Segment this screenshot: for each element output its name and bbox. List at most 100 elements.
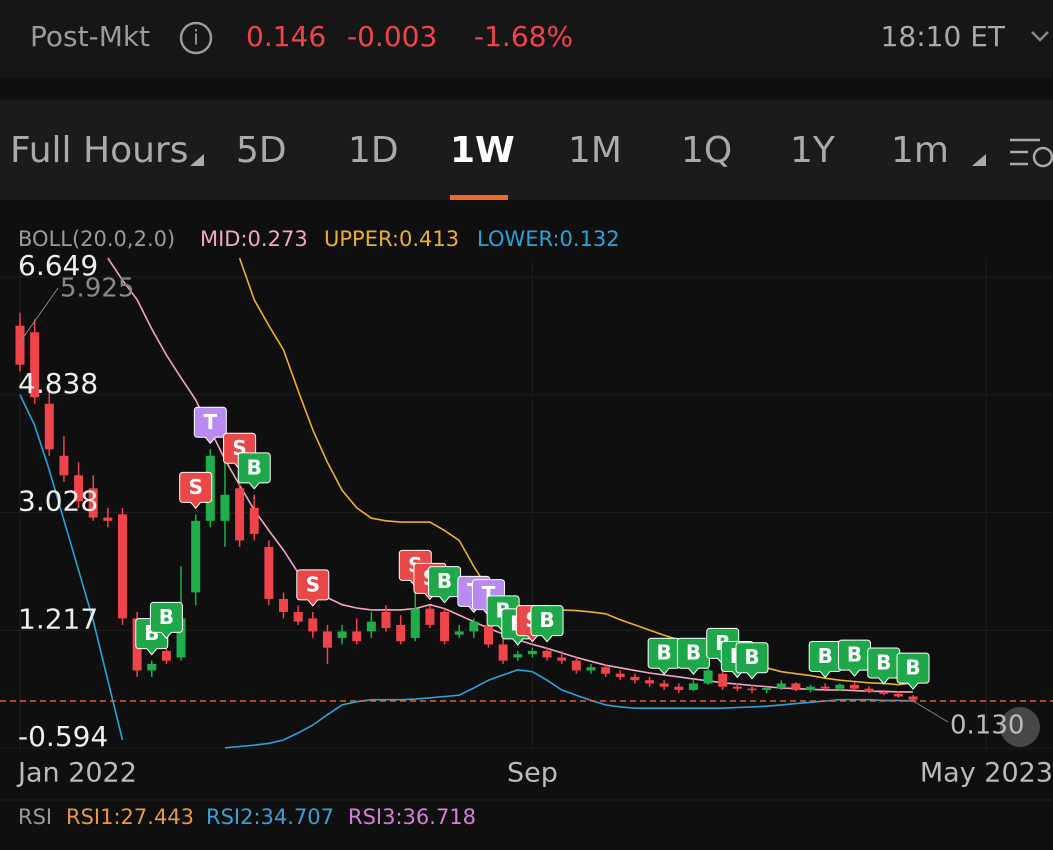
tab-underline [450,195,508,200]
signal-badge[interactable] [149,601,183,640]
candle-body [235,488,245,541]
y-tick-label: 4.838 [18,367,98,400]
high-label: 5.925 [60,274,134,304]
candle-body [337,631,347,638]
tab[interactable]: 1M [568,130,622,171]
candle-body [806,686,816,690]
candle-body [30,332,40,398]
dropdown-triangle [972,154,986,166]
tabs: Full Hours 5D 1D 1W 1M 1Q 1Y 1m [10,130,986,200]
tab[interactable]: 1W [450,130,515,171]
signal-badge[interactable] [237,452,271,490]
candle-body [410,608,420,638]
band-line [19,394,914,749]
signal-label: B [905,656,920,680]
header-bar [0,0,1053,78]
tab[interactable]: 1D [348,130,399,171]
settings-icon[interactable] [1010,138,1053,168]
candle-body [366,621,376,632]
candle-body [279,598,289,612]
candle-body [425,608,435,625]
tab-bar [0,100,1053,200]
candle-body [776,683,786,688]
candle-body [586,667,596,671]
candle-body [15,325,25,365]
signal-badge[interactable] [296,569,330,607]
candle-body [732,686,742,689]
candle-body [542,650,552,658]
y-tick-label: -0.594 [18,720,108,753]
x-tick-label: Jan 2022 [16,758,137,789]
x-tick-label: Sep [507,758,558,789]
tab[interactable]: 1m [891,130,949,171]
candle-body [703,670,713,684]
candle-body [747,688,757,691]
signal-badge[interactable] [179,471,213,510]
info-icon[interactable] [179,21,213,55]
candle-body [59,455,69,476]
tab[interactable]: 5D [236,130,287,171]
candle-body [469,621,479,632]
tab[interactable]: Full Hours [10,130,188,171]
signal-badge[interactable] [428,566,462,604]
candle-body [220,494,230,521]
rsi1: RSI1:27.443 [66,805,194,829]
reset-button[interactable] [1000,707,1040,747]
signal-badge[interactable] [837,639,871,677]
candle-body [879,691,889,694]
signal-badge[interactable] [867,647,901,685]
signal-label: S [306,572,320,596]
y-tick-label: 3.028 [18,485,98,518]
signal-label: B [847,643,862,667]
candle-body [820,686,830,689]
signal-badge[interactable] [530,605,564,643]
candle-body [454,631,464,635]
candle-body [249,507,259,534]
candle-body [615,673,625,677]
signal-badge[interactable] [193,406,227,445]
signal-badge[interactable] [896,652,930,690]
candle-body [645,680,655,684]
rsi-name: RSI [18,805,52,829]
candle-body [352,631,362,642]
high-leader [19,287,59,343]
boll-name: BOLL(20.0,2.0) [18,227,175,251]
candle-body [176,618,186,658]
signal-label: B [686,641,701,665]
candle-body [688,683,698,690]
session-label: Post-Mkt [30,20,150,53]
candle-body [893,693,903,697]
last-price-leader [912,700,949,723]
candle-body [527,650,537,655]
candle-body [396,624,406,642]
dropdown-triangle [190,154,204,166]
signal-label: T [203,410,217,434]
tab[interactable]: 1Y [790,130,836,171]
candle-body [440,611,450,642]
boll-mid: MID:0.273 [200,227,308,251]
time: 18:10 ET [881,20,1006,53]
signal-label: B [744,645,759,669]
candle-body [674,686,684,690]
signal-label: S [188,475,202,499]
candle-body [659,683,669,687]
tab[interactable]: 1Q [681,130,732,171]
candle-body [557,657,567,661]
candle-body [191,520,201,593]
candle-body [264,546,274,599]
candle-body [849,684,859,689]
candle-body [835,684,845,689]
candle-body [293,611,303,622]
candle-body [791,683,801,690]
candle-body [322,631,332,648]
dropdown-icon[interactable] [1031,31,1049,42]
info-icon-glyph: i [193,26,199,50]
signal-label: B [657,641,672,665]
signal-badge[interactable] [735,642,769,680]
candle-body [161,650,171,661]
boll-upper: UPPER:0.413 [324,227,459,251]
candle-body [483,624,493,645]
candle-body [498,644,508,661]
candle-body [381,611,391,629]
